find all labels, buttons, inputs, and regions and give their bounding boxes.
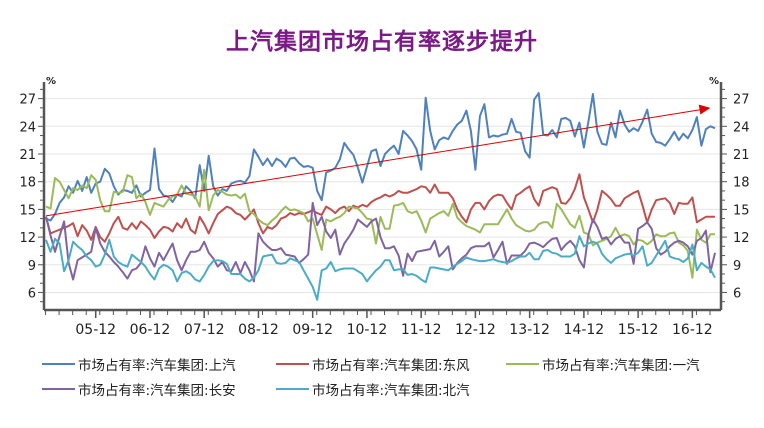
legend-label: 市场占有率:汽车集团:东风: [312, 358, 470, 374]
y-tick-label-left: 21: [19, 148, 36, 163]
x-tick-label: 05-12: [75, 322, 116, 338]
y-tick-label-right: 21: [733, 148, 750, 163]
y-tick-label-left: 24: [19, 120, 36, 135]
legend-item-changan: 市场占有率:汽车集团:长安: [42, 380, 236, 399]
y-tick-label-left: 6: [28, 286, 36, 301]
x-tick-label: 15-12: [618, 322, 659, 338]
trend-line: [45, 108, 703, 217]
y-tick-label-right: 9: [733, 259, 741, 274]
y-tick-label-right: 18: [733, 176, 750, 191]
x-tick-label: 14-12: [564, 322, 605, 338]
x-tick-label: 11-12: [401, 322, 442, 338]
series-line-0: [45, 92, 716, 222]
trend-arrowhead: [698, 104, 711, 115]
legend-label: 市场占有率:汽车集团:上汽: [78, 358, 236, 374]
legend-swatch: [276, 363, 309, 365]
y-unit-right: %: [709, 76, 719, 87]
series-line-1: [45, 173, 715, 243]
y-tick-label-left: 9: [28, 259, 36, 274]
legend-item-baic: 市场占有率:汽车集团:北汽: [276, 380, 470, 399]
trend-arrow: [45, 104, 711, 217]
y-tick-label-left: 15: [19, 203, 36, 218]
series-line-3: [45, 201, 716, 283]
axes: 6 6 9 9 12 12 15 15 18 18 21 21 24 24 27 27% % 05-12 06-12…: [19, 76, 749, 338]
legend-swatch: [276, 388, 309, 390]
series-line-4: [45, 235, 716, 301]
y-tick-label-right: 24: [733, 120, 750, 135]
y-tick-label-left: 18: [19, 176, 36, 191]
y-tick-label-left: 27: [19, 93, 36, 108]
y-tick-label-right: 6: [733, 286, 741, 301]
legend-swatch: [42, 388, 75, 390]
y-tick-label-right: 15: [733, 203, 750, 218]
legend-swatch: [42, 363, 75, 365]
x-tick-label: 16-12: [672, 322, 713, 338]
y-tick-label-right: 27: [733, 93, 750, 108]
legend-item-saic: 市场占有率:汽车集团:上汽: [42, 355, 236, 374]
chart-title: 上汽集团市场占有率逐步提升: [226, 29, 538, 55]
y-tick-label-left: 12: [19, 231, 36, 246]
y-unit-left: %: [46, 76, 56, 87]
legend-label: 市场占有率:汽车集团:北汽: [312, 383, 470, 399]
x-tick-label: 09-12: [292, 322, 333, 338]
x-tick-label: 08-12: [238, 322, 279, 338]
legend-item-dongfeng: 市场占有率:汽车集团:东风: [276, 355, 470, 374]
x-tick-label: 12-12: [455, 322, 496, 338]
x-tick-label: 07-12: [184, 322, 225, 338]
legend-label: 市场占有率:汽车集团:一汽: [542, 358, 700, 374]
x-tick-label: 10-12: [347, 322, 388, 338]
legend-item-faw: 市场占有率:汽车集团:一汽: [506, 355, 700, 374]
legend-swatch: [506, 363, 539, 365]
x-tick-label: 13-12: [509, 322, 550, 338]
series-layer: [45, 92, 716, 301]
legend-label: 市场占有率:汽车集团:长安: [78, 383, 236, 399]
y-tick-label-right: 12: [733, 231, 750, 246]
x-tick-label: 06-12: [130, 322, 171, 338]
series-line-2: [45, 168, 715, 279]
